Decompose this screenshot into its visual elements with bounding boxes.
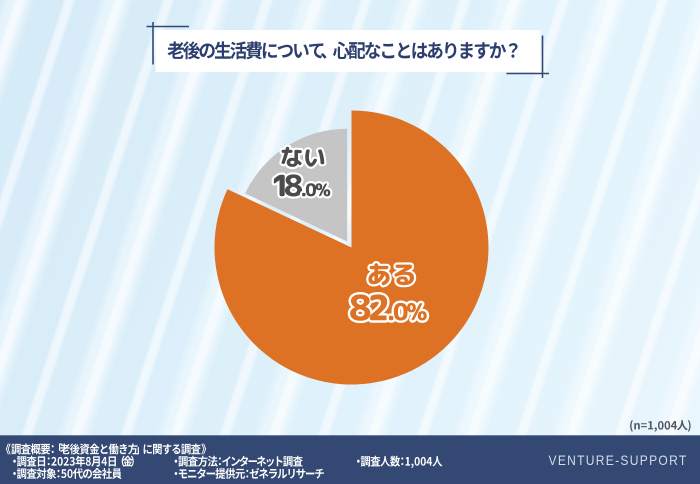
svg-text:VENTURE-SUPPORT: VENTURE-SUPPORT	[549, 452, 688, 468]
